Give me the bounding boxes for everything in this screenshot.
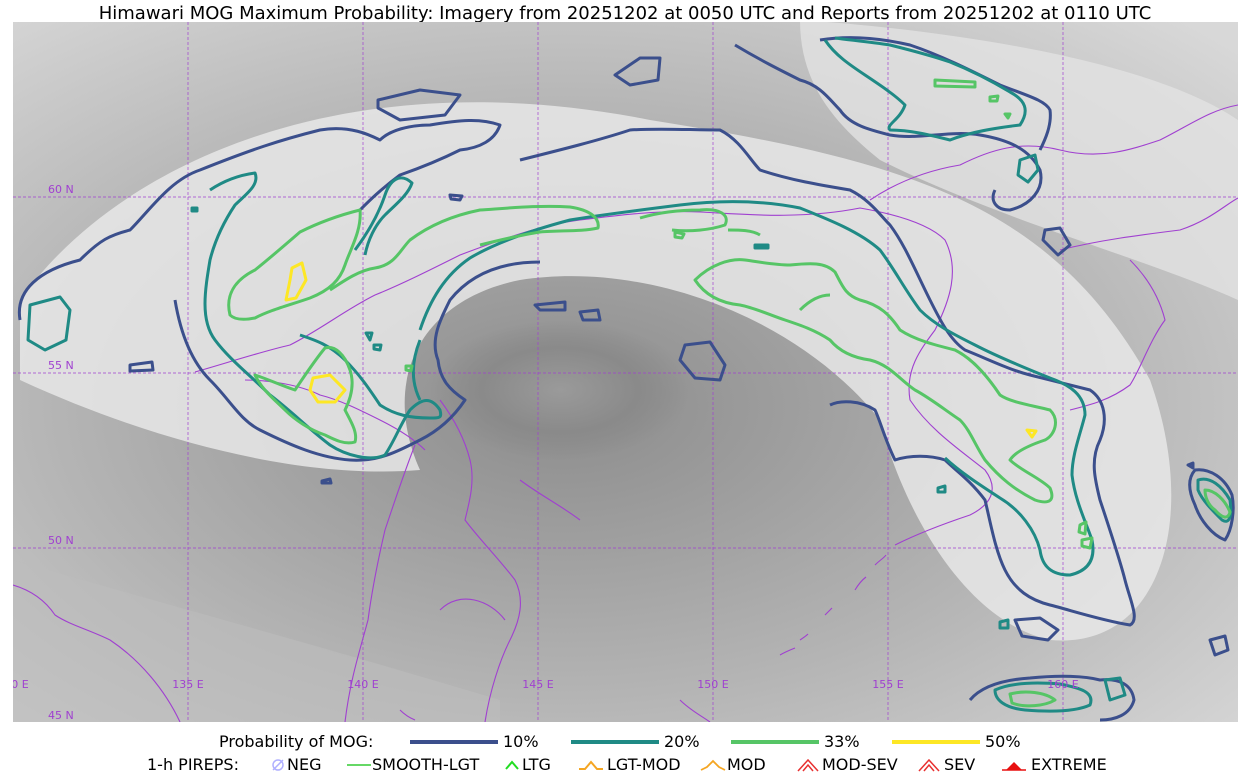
lat-label-50: 50 N xyxy=(48,534,74,547)
legend-swatch-33 xyxy=(731,740,819,744)
contours-20pct xyxy=(26,36,1233,713)
lon-label-155: 155 E xyxy=(872,678,903,691)
pirep-legend: 1-h PIREPS: NEG SMOOTH-LGT LTG LGT-MOD M… xyxy=(0,754,1250,776)
contours-50pct xyxy=(284,261,1038,439)
lat-label-45: 45 N xyxy=(48,709,74,722)
lon-label-135: 135 E xyxy=(172,678,203,691)
graticule-labels: 60 N 55 N 50 N 45 N 130 E 135 E 140 E 14… xyxy=(0,183,1079,722)
pirep-label-ltg: LTG xyxy=(522,755,551,774)
cyclone-center xyxy=(430,320,690,460)
lon-label-145: 145 E xyxy=(522,678,553,691)
pirep-label-lgt-mod: LGT-MOD xyxy=(607,755,681,774)
pirep-label-sev: SEV xyxy=(944,755,976,774)
probability-legend: Probability of MOG: 10% 20% 33% 50% xyxy=(0,731,1250,753)
extreme-icon xyxy=(1002,762,1026,771)
mod-icon xyxy=(700,759,726,771)
pirep-legend-title: 1-h PIREPS: xyxy=(147,755,239,774)
legend-swatch-10 xyxy=(410,740,498,744)
legend-label-20: 20% xyxy=(664,732,700,751)
lon-label-150: 150 E xyxy=(697,678,728,691)
lat-label-60: 60 N xyxy=(48,183,74,196)
pirep-label-mod: MOD xyxy=(727,755,766,774)
lgt-mod-icon xyxy=(579,760,603,770)
lon-label-130: 130 E xyxy=(0,678,29,691)
legend-swatch-20 xyxy=(571,740,659,744)
ltg-icon xyxy=(505,760,519,770)
lat-label-55: 55 N xyxy=(48,359,74,372)
cloud-shield xyxy=(20,102,1172,641)
probability-legend-title: Probability of MOG: xyxy=(219,732,374,751)
pirep-label-neg: NEG xyxy=(287,755,322,774)
lon-label-160: 160 E xyxy=(1047,678,1078,691)
legend-label-33: 33% xyxy=(824,732,860,751)
contours-33pct xyxy=(227,78,1232,708)
sev-icon xyxy=(918,758,940,772)
pirep-label-mod-sev: MOD-SEV xyxy=(822,755,898,774)
pirep-label-extreme: EXTREME xyxy=(1031,755,1107,774)
chart-title: Himawari MOG Maximum Probability: Imager… xyxy=(98,3,1152,24)
neg-icon xyxy=(272,759,284,771)
legend-label-10: 10% xyxy=(503,732,539,751)
legend-swatch-50 xyxy=(892,740,980,744)
smooth-lgt-icon xyxy=(347,764,371,766)
pirep-label-smooth-lgt: SMOOTH-LGT xyxy=(372,755,480,774)
legend-label-50: 50% xyxy=(985,732,1021,751)
lon-label-140: 140 E xyxy=(347,678,378,691)
mod-sev-icon xyxy=(797,758,819,772)
